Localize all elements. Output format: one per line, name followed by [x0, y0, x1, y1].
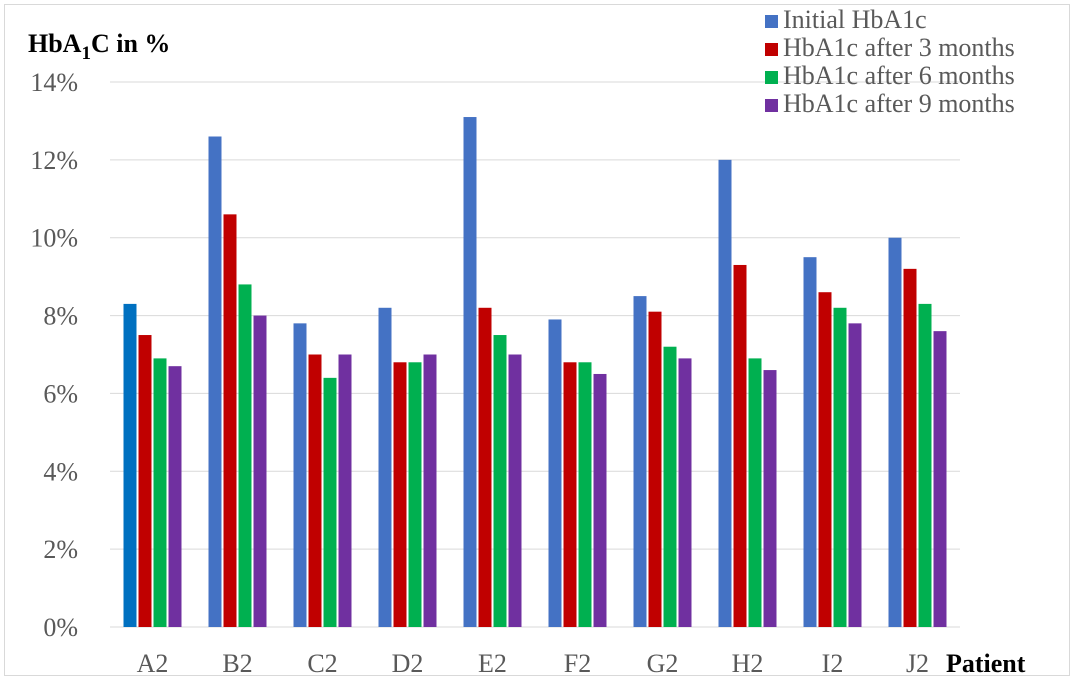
y-tick-label: 4% — [43, 457, 78, 486]
bar-i2-series-1 — [804, 257, 817, 627]
bar-f2-series-4 — [594, 374, 607, 627]
bar-c2-series-3 — [324, 378, 337, 627]
x-tick-label: D2 — [392, 649, 424, 678]
bar-h2-series-4 — [764, 370, 777, 627]
gridlines — [110, 82, 960, 627]
bar-c2-series-2 — [309, 355, 322, 628]
x-tick-label: B2 — [222, 649, 252, 678]
y-axis-ticks: 0% 2% 4% 6% 8% 10% 12% 14% — [30, 68, 78, 642]
y-tick-label: 6% — [43, 379, 78, 408]
bars — [124, 117, 947, 627]
legend-label: HbA1c after 3 months — [783, 33, 1015, 62]
bar-j2-series-4 — [934, 331, 947, 627]
bar-a2-series-1 — [124, 304, 137, 627]
legend-label: HbA1c after 6 months — [783, 61, 1015, 90]
bar-e2-series-1 — [464, 117, 477, 627]
legend-label: Initial HbA1c — [783, 5, 927, 34]
bar-j2-series-2 — [904, 269, 917, 627]
bar-e2-series-4 — [509, 355, 522, 628]
bar-a2-series-4 — [169, 366, 182, 627]
x-tick-label: C2 — [307, 649, 337, 678]
x-tick-label: H2 — [732, 649, 764, 678]
bar-b2-series-3 — [239, 284, 252, 627]
bar-d2-series-4 — [424, 355, 437, 628]
x-tick-label: F2 — [564, 649, 591, 678]
bar-i2-series-2 — [819, 292, 832, 627]
bar-g2-series-2 — [649, 312, 662, 627]
y-axis-label-main: HbA — [28, 29, 82, 58]
bar-d2-series-3 — [409, 362, 422, 627]
y-axis-label-rest: C in % — [91, 29, 170, 58]
x-tick-label: A2 — [137, 649, 169, 678]
bar-h2-series-1 — [719, 160, 732, 627]
bar-e2-series-3 — [494, 335, 507, 627]
y-tick-label: 14% — [30, 68, 78, 97]
bar-f2-series-2 — [564, 362, 577, 627]
bar-j2-series-3 — [919, 304, 932, 627]
y-axis-label: HbA1C in % — [28, 29, 170, 64]
bar-c2-series-4 — [339, 355, 352, 628]
x-tick-label: G2 — [647, 649, 679, 678]
bar-h2-series-2 — [734, 265, 747, 627]
x-axis-label: Patient — [946, 649, 1026, 678]
y-tick-label: 0% — [43, 613, 78, 642]
bar-d2-series-2 — [394, 362, 407, 627]
bar-b2-series-4 — [254, 316, 267, 627]
y-tick-label: 2% — [43, 535, 78, 564]
bar-f2-series-3 — [579, 362, 592, 627]
bar-e2-series-2 — [479, 308, 492, 627]
x-axis-ticks: A2 B2 C2 D2 E2 F2 G2 H2 I2 J2 — [137, 649, 929, 678]
bar-h2-series-3 — [749, 358, 762, 627]
bar-c2-series-1 — [294, 323, 307, 627]
bar-b2-series-1 — [209, 137, 222, 628]
legend-swatch — [765, 71, 778, 84]
legend-swatch — [765, 43, 778, 56]
legend-label: HbA1c after 9 months — [783, 89, 1015, 118]
bar-b2-series-2 — [224, 214, 237, 627]
bar-g2-series-4 — [679, 358, 692, 627]
bar-a2-series-3 — [154, 358, 167, 627]
legend-swatch — [765, 15, 778, 28]
bar-a2-series-2 — [139, 335, 152, 627]
bar-f2-series-1 — [549, 319, 562, 627]
bar-g2-series-1 — [634, 296, 647, 627]
y-tick-label: 8% — [43, 302, 78, 331]
bar-i2-series-4 — [849, 323, 862, 627]
bar-j2-series-1 — [889, 238, 902, 627]
y-tick-label: 12% — [30, 146, 78, 175]
bar-d2-series-1 — [379, 308, 392, 627]
x-tick-label: I2 — [822, 649, 844, 678]
y-axis-label-subscript: 1 — [81, 43, 91, 64]
x-tick-label: J2 — [906, 649, 929, 678]
y-tick-label: 10% — [30, 224, 78, 253]
bar-g2-series-3 — [664, 347, 677, 627]
legend-swatch — [765, 99, 778, 112]
bar-i2-series-3 — [834, 308, 847, 627]
x-tick-label: E2 — [478, 649, 507, 678]
